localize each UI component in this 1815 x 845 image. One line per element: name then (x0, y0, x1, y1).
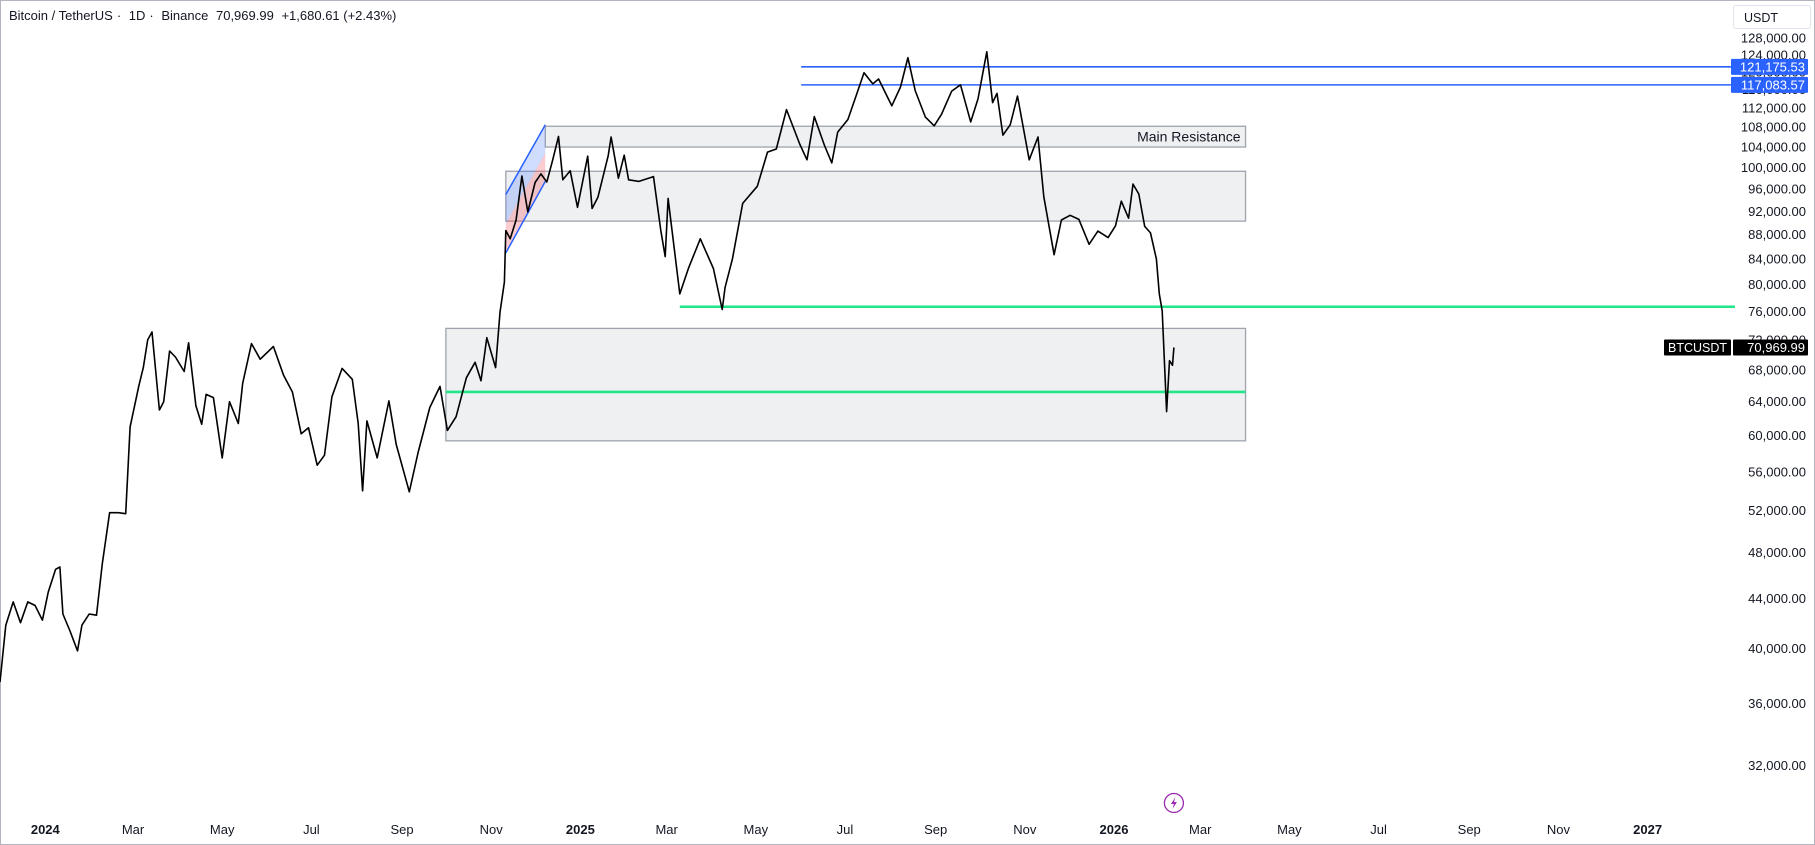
y-tick-label: 128,000.00 (1741, 31, 1806, 46)
x-tick-label: 2024 (31, 822, 61, 837)
x-tick-label: May (1277, 822, 1302, 837)
y-tick-label: 48,000.00 (1748, 545, 1806, 560)
x-tick-label: Jul (1370, 822, 1387, 837)
resistance-blue-lower-tag-bg (1731, 76, 1808, 93)
x-tick-label: Nov (1547, 822, 1571, 837)
y-tick-label: 64,000.00 (1748, 394, 1806, 409)
lightning-icon[interactable] (1163, 792, 1185, 814)
x-tick-label: Mar (122, 822, 145, 837)
last-price-tag-bg (1733, 339, 1808, 356)
x-tick-label: Jul (303, 822, 320, 837)
channel-upper-line (505, 124, 546, 195)
y-tick-label: 44,000.00 (1748, 591, 1806, 606)
zone-middle[interactable] (505, 170, 1247, 222)
x-tick-label: Nov (480, 822, 504, 837)
x-tick-label: Mar (655, 822, 678, 837)
exchange-label: Binance (161, 8, 209, 23)
y-tick-label: 56,000.00 (1748, 464, 1806, 479)
y-tick-label: 68,000.00 (1748, 362, 1806, 377)
resistance-blue-lower-tag-label: 117,083.57 (1741, 77, 1805, 92)
last-price-tag-label: 70,969.99 (1747, 340, 1805, 355)
x-tick-label: Jul (837, 822, 854, 837)
zone-upper[interactable] (544, 125, 1247, 148)
x-tick-label: 2026 (1100, 822, 1129, 837)
currency-selector[interactable]: USDT (1733, 5, 1811, 29)
x-tick-label: Sep (1458, 822, 1481, 837)
y-tick-label: 92,000.00 (1748, 204, 1806, 219)
zone-lower[interactable] (445, 327, 1247, 442)
resistance-blue-upper-tag-label: 121,175.53 (1740, 59, 1805, 74)
y-tick-label: 40,000.00 (1748, 641, 1806, 656)
y-tick-label: 112,000.00 (1742, 101, 1806, 116)
y-tick-label: 36,000.00 (1748, 696, 1806, 711)
resistance-blue-upper-tag-bg (1731, 58, 1808, 75)
y-tick-label: 76,000.00 (1748, 304, 1806, 319)
channel-fill-upper (505, 124, 546, 224)
price-change-text: +1,680.61 (+2.43%) (281, 8, 397, 23)
x-tick-label: Mar (1189, 822, 1212, 837)
y-tick-label: 52,000.00 (1748, 503, 1806, 518)
symbol-tag-bg (1664, 339, 1731, 356)
y-tick-label: 108,000.00 (1741, 120, 1806, 135)
price-line-btcusdt (0, 51, 1175, 683)
y-tick-label: 124,000.00 (1741, 47, 1806, 62)
y-tick-label: 60,000.00 (1748, 428, 1806, 443)
x-tick-label: Nov (1013, 822, 1037, 837)
y-tick-label: 96,000.00 (1748, 182, 1806, 197)
y-tick-label: 80,000.00 (1748, 277, 1806, 292)
x-tick-label: Sep (390, 822, 413, 837)
symbol-header[interactable]: Bitcoin / TetherUS · 1D · Binance 70,969.9… (9, 8, 397, 23)
symbol-tag-label: BTCUSDT (1668, 341, 1727, 355)
channel-lower-line (505, 181, 546, 254)
x-tick-label: Sep (924, 822, 947, 837)
y-tick-label: 88,000.00 (1748, 227, 1806, 242)
x-tick-label: 2027 (1633, 822, 1662, 837)
x-tick-label: 2025 (566, 822, 595, 837)
y-tick-label: 32,000.00 (1748, 758, 1806, 773)
last-price-text: 70,969.99 (215, 8, 274, 23)
x-tick-label: May (744, 822, 769, 837)
interval-label: 1D (128, 8, 146, 23)
y-tick-label: 100,000.00 (1741, 160, 1806, 175)
symbol-name: Bitcoin / TetherUS (9, 8, 113, 23)
y-tick-label: 104,000.00 (1741, 140, 1806, 155)
y-tick-label: 84,000.00 (1748, 252, 1806, 267)
x-tick-label: May (210, 822, 235, 837)
lightning-icon-bolt (1170, 797, 1177, 809)
zone-upper-label: Main Resistance (1137, 129, 1241, 145)
